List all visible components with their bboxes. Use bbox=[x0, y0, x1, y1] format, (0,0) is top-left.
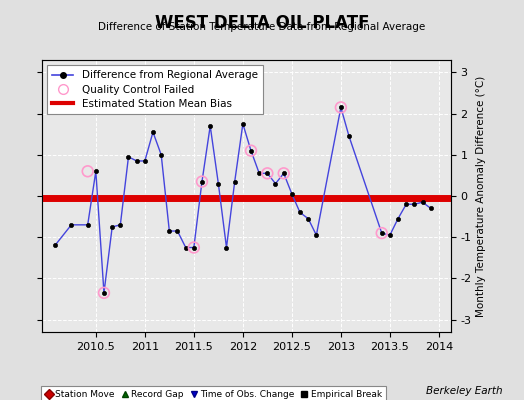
Text: Difference of Station Temperature Data from Regional Average: Difference of Station Temperature Data f… bbox=[99, 22, 425, 32]
Text: Berkeley Earth: Berkeley Earth bbox=[427, 386, 503, 396]
Point bbox=[83, 168, 92, 174]
Point bbox=[263, 170, 271, 176]
Point bbox=[247, 148, 255, 154]
Legend: Station Move, Record Gap, Time of Obs. Change, Empirical Break: Station Move, Record Gap, Time of Obs. C… bbox=[41, 386, 386, 400]
Text: WEST DELTA OIL PLATF: WEST DELTA OIL PLATF bbox=[155, 14, 369, 32]
Point bbox=[100, 290, 108, 296]
Point bbox=[190, 244, 198, 251]
Point bbox=[279, 170, 288, 176]
Point bbox=[378, 230, 386, 236]
Point bbox=[198, 178, 206, 185]
Point bbox=[337, 104, 345, 110]
Y-axis label: Monthly Temperature Anomaly Difference (°C): Monthly Temperature Anomaly Difference (… bbox=[476, 75, 486, 317]
